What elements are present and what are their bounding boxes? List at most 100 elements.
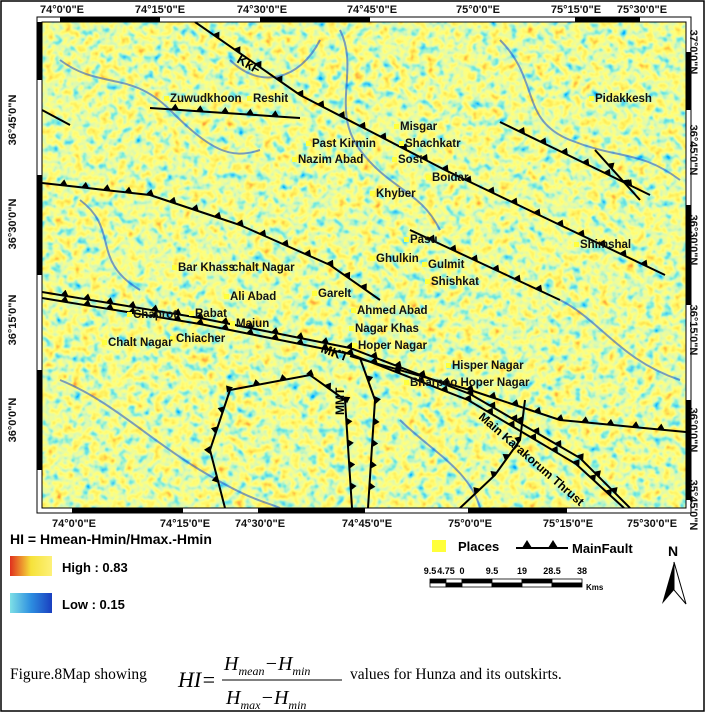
figure: 74°0'0"E 74°15'0"E 74°30'0"E 74°45'0"E 75°0'…: [0, 0, 706, 713]
frame-seg: [575, 17, 640, 22]
place-marker: [306, 141, 311, 146]
formula-part: min: [292, 664, 310, 678]
top-label: 74°30'0"E: [237, 4, 287, 16]
formula-lhs: HI=: [177, 667, 216, 692]
bottom-label: 75°15'0"E: [543, 518, 593, 530]
place-label: Sost: [398, 154, 423, 166]
place-marker: [172, 265, 177, 270]
scale-label: 0: [459, 566, 464, 576]
place-label: Hisper Nagar: [452, 360, 524, 372]
place-marker: [127, 312, 132, 317]
north-arrow-right: [674, 562, 686, 604]
frame-seg: [37, 175, 42, 275]
scale-seg: [492, 583, 522, 587]
scale-seg: [446, 583, 462, 587]
place-label: Ahmed Abad: [357, 305, 428, 317]
top-label: 75°15'0"E: [551, 4, 601, 16]
place-marker: [230, 321, 235, 326]
place-label: Gulmit: [428, 259, 465, 271]
left-label: 36°15'0"N: [7, 295, 19, 346]
formula-numerator: Hmean−Hmin: [223, 653, 310, 678]
place-label: Shishkat: [431, 276, 479, 288]
legend-title: HI = Hmean-Hmin/Hmax.-Hmin: [10, 531, 212, 547]
place-marker: [422, 262, 427, 267]
place-label: Chaprot: [133, 309, 177, 321]
place-label: Past Kirmin: [312, 138, 376, 150]
formula-part: max: [240, 698, 261, 712]
place-label: Nazim Abad: [298, 154, 363, 166]
body: {"axes":{"top":["74°0'0\"E","74°15'0\"E"…: [0, 0, 706, 713]
hi-raster: [42, 22, 686, 508]
place-label: Pasu: [410, 234, 438, 246]
raster: [42, 22, 686, 508]
place-label: Hoper Nagar: [358, 340, 428, 352]
left-label: 36°0'0"N: [7, 398, 19, 443]
place-label: Bar Khass: [178, 262, 235, 274]
place-marker: [292, 157, 297, 162]
right-label: 35°45'0"N: [687, 480, 699, 531]
place-marker: [425, 279, 430, 284]
place-label: Reshit: [253, 93, 288, 105]
frame-seg: [37, 370, 42, 470]
right-label: 36°30'0"N: [687, 215, 699, 266]
frame-seg: [60, 17, 160, 22]
place-marker: [394, 124, 399, 129]
right-label: 36°45'0"N: [687, 125, 699, 176]
place-marker: [589, 96, 594, 101]
legend-places: Places: [458, 539, 499, 554]
place-label: Bharpoo Hoper Nagar: [410, 377, 530, 389]
bottom-label: 74°45'0"E: [342, 518, 392, 530]
top-label: 75°0'0"E: [456, 4, 500, 16]
formula-part: −H: [260, 687, 289, 709]
top-label: 74°45'0"E: [347, 4, 397, 16]
frame-seg: [72, 508, 183, 513]
place-marker: [404, 380, 409, 385]
frame-seg: [37, 22, 42, 80]
place-label: Shimshal: [580, 239, 631, 251]
legend-low: Low : 0.15: [62, 597, 125, 612]
scale-unit: Kms: [586, 583, 604, 592]
place-label: Garelt: [318, 288, 351, 300]
frame-seg: [468, 508, 567, 513]
caption-text: values for Hunza and its outskirts.: [350, 666, 562, 683]
scale-seg: [522, 583, 552, 587]
place-label: Zuwudkhoon: [170, 93, 242, 105]
legend-fault-triangles: [522, 540, 558, 548]
place-label: Rabat: [195, 308, 227, 320]
top-label: 74°15'0"E: [135, 4, 185, 16]
scale-seg: [522, 579, 552, 583]
formula-denominator: Hmax−Hmin: [225, 687, 306, 712]
right-label: 37°0'0"N: [687, 30, 699, 75]
place-label: Maiun: [236, 318, 269, 330]
place-label: Pidakkesh: [595, 93, 652, 105]
scale-label: 38: [577, 566, 587, 576]
frame-seg: [258, 508, 365, 513]
place-marker: [349, 326, 354, 331]
place-marker: [574, 242, 579, 247]
place-marker: [352, 343, 357, 348]
legend-high-swatch: [10, 556, 52, 576]
scale-seg: [492, 579, 522, 583]
page: HI map body{margin:0;background:#fff;fon…: [0, 0, 706, 713]
formula-part: H: [223, 653, 240, 675]
place-marker: [370, 191, 375, 196]
scale-label: 28.5: [543, 566, 561, 576]
place-label: Khyber: [376, 188, 416, 200]
bottom-label: 75°0'0"E: [448, 518, 492, 530]
place-label: Ghulkin: [376, 253, 419, 265]
place-marker: [164, 96, 169, 101]
place-marker: [426, 175, 431, 180]
place-label: Nagar Khas: [355, 323, 419, 335]
top-label: 75°30'0"E: [617, 4, 667, 16]
bottom-label: 75°30'0"E: [627, 518, 677, 530]
place-label: chalt Nagar: [232, 262, 295, 274]
scale-seg: [430, 579, 446, 583]
place-marker: [370, 256, 375, 261]
scale-label: 9.5: [424, 566, 437, 576]
fault-label: MMT: [333, 387, 347, 415]
top-label: 74°0'0"E: [40, 4, 84, 16]
place-marker: [102, 340, 107, 345]
caption-text: Figure.8Map showing: [10, 666, 147, 683]
place-label: Boidar: [432, 172, 469, 184]
